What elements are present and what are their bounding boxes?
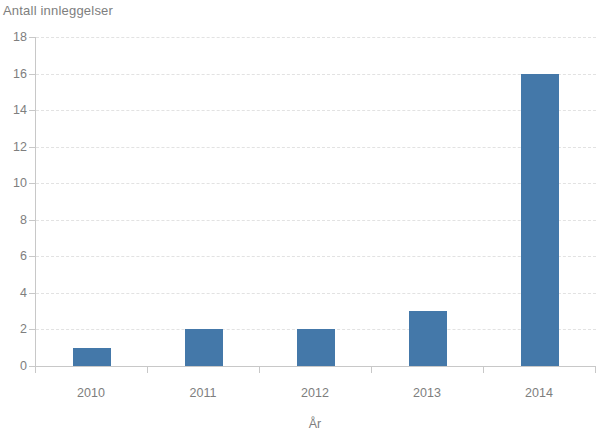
bar-chart: Antall innleggelser 0 2 4 6 8 10 12 14 16 18 2010 2… (0, 0, 600, 435)
y-tick-label-18: 18 (0, 29, 27, 45)
y-tick-label-10: 10 (0, 175, 27, 191)
plot-area (35, 37, 596, 367)
gridline-12 (36, 147, 596, 148)
gridline-18 (36, 37, 596, 38)
x-axis-title: År (35, 416, 595, 432)
gridline-16 (36, 74, 596, 75)
y-tick-label-0: 0 (0, 358, 27, 374)
gridline-4 (36, 293, 596, 294)
x-tick-mark-4 (483, 367, 484, 373)
y-tick-mark-4 (29, 293, 35, 294)
gridline-14 (36, 110, 596, 111)
y-axis-title: Antall innleggelser (3, 3, 113, 19)
y-tick-mark-14 (29, 110, 35, 111)
y-tick-label-2: 2 (0, 321, 27, 337)
bar-2011 (185, 329, 223, 366)
x-tick-mark-3 (371, 367, 372, 373)
y-tick-mark-12 (29, 147, 35, 148)
x-tick-label-2011: 2011 (163, 385, 243, 401)
x-tick-label-2012: 2012 (275, 385, 355, 401)
x-tick-label-2013: 2013 (387, 385, 467, 401)
bar-2014 (521, 74, 559, 366)
y-tick-label-8: 8 (0, 212, 27, 228)
bar-2012 (297, 329, 335, 366)
y-tick-mark-10 (29, 183, 35, 184)
gridline-8 (36, 220, 596, 221)
x-tick-mark-1 (147, 367, 148, 373)
x-tick-mark-2 (259, 367, 260, 373)
x-tick-label-2014: 2014 (499, 385, 579, 401)
x-tick-mark-5 (595, 367, 596, 373)
y-tick-label-4: 4 (0, 285, 27, 301)
y-tick-mark-18 (29, 37, 35, 38)
y-tick-label-6: 6 (0, 248, 27, 264)
y-tick-mark-16 (29, 74, 35, 75)
y-tick-mark-6 (29, 256, 35, 257)
y-tick-mark-8 (29, 220, 35, 221)
y-tick-mark-2 (29, 329, 35, 330)
y-tick-label-14: 14 (0, 102, 27, 118)
y-tick-label-16: 16 (0, 66, 27, 82)
gridline-10 (36, 183, 596, 184)
x-tick-label-2010: 2010 (51, 385, 131, 401)
bar-2010 (73, 348, 111, 366)
gridline-6 (36, 256, 596, 257)
y-tick-label-12: 12 (0, 139, 27, 155)
bar-2013 (409, 311, 447, 366)
x-tick-mark-0 (35, 367, 36, 373)
